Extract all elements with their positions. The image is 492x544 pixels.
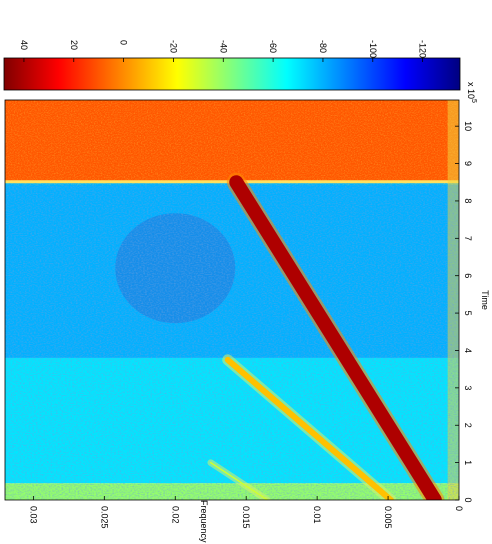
chirp-track [229, 175, 442, 500]
broadband-texture [5, 100, 459, 185]
time-axis-ticks: 0 1 2 3 4 5 6 7 8 9 10 [455, 121, 473, 503]
plot-frame [4, 99, 460, 501]
time-tick-label: 10 [463, 121, 473, 131]
time-tick-label: 9 [463, 161, 473, 166]
frequency-tick-label: 0.015 [241, 506, 251, 529]
time-tick-label: 5 [463, 311, 473, 316]
time-tick-label: 8 [463, 198, 473, 203]
time-tick-label: 2 [463, 423, 473, 428]
frequency-tick-label: 0.03 [28, 506, 38, 524]
chirp-track [209, 461, 269, 500]
time-tick-label: 3 [463, 385, 473, 390]
frequency-axis-ticks: 0 0.005 0.01 0.015 0.02 0.025 0.03 [28, 496, 464, 529]
background-texture [5, 185, 459, 500]
colorbar-gradient [3, 57, 461, 91]
colorbar-tick-label: 40 [19, 40, 29, 50]
colorbar-tick-label: -40 [218, 40, 228, 53]
frequency-tick-label: 0.02 [170, 506, 180, 524]
time-tick-label: 0 [463, 497, 473, 502]
frequency-tick-label: 0.01 [312, 506, 322, 524]
colorbar-tick-label: -80 [318, 40, 328, 53]
colorbar-tick-label: -60 [268, 40, 278, 53]
time-tick-label: 6 [463, 273, 473, 278]
chirp-track [224, 356, 394, 500]
spectrogram-plot: 0 1 2 3 4 5 6 7 8 9 10 0 0.005 0.01 0.015 0.02 0.025 0.0… [4, 82, 490, 544]
chirp-tracks [207, 172, 445, 500]
colorbar-tick-label: -120 [418, 40, 428, 58]
frequency-axis-title-visible: Frequency (f / fs) [199, 500, 209, 544]
colorbar-ticks: 40 20 0 -20 -40 -60 -80 -100 -120 [19, 40, 428, 62]
frequency-tick-label: 0.005 [383, 506, 393, 529]
time-multiplier-exponent: 5 [470, 99, 477, 103]
time-tick-label: 7 [463, 236, 473, 241]
frequency-tick-label: 0.025 [99, 506, 109, 529]
frequency-tick-label: 0 [454, 506, 464, 511]
time-axis-title: Time [480, 290, 490, 310]
time-multiplier-label: x 105 [466, 82, 477, 103]
colorbar-tick-label: 20 [69, 40, 79, 50]
time-tick-label: 4 [463, 348, 473, 353]
time-multiplier-base: x 10 [466, 82, 476, 99]
colorbar-tick-label: -20 [168, 40, 178, 53]
colorbar-tick-label: 0 [119, 40, 129, 45]
colorbar-tick-label: -100 [368, 40, 378, 58]
colorbar: 40 20 0 -20 -40 -60 -80 -100 -120 [3, 40, 461, 91]
time-tick-label: 1 [463, 460, 473, 465]
